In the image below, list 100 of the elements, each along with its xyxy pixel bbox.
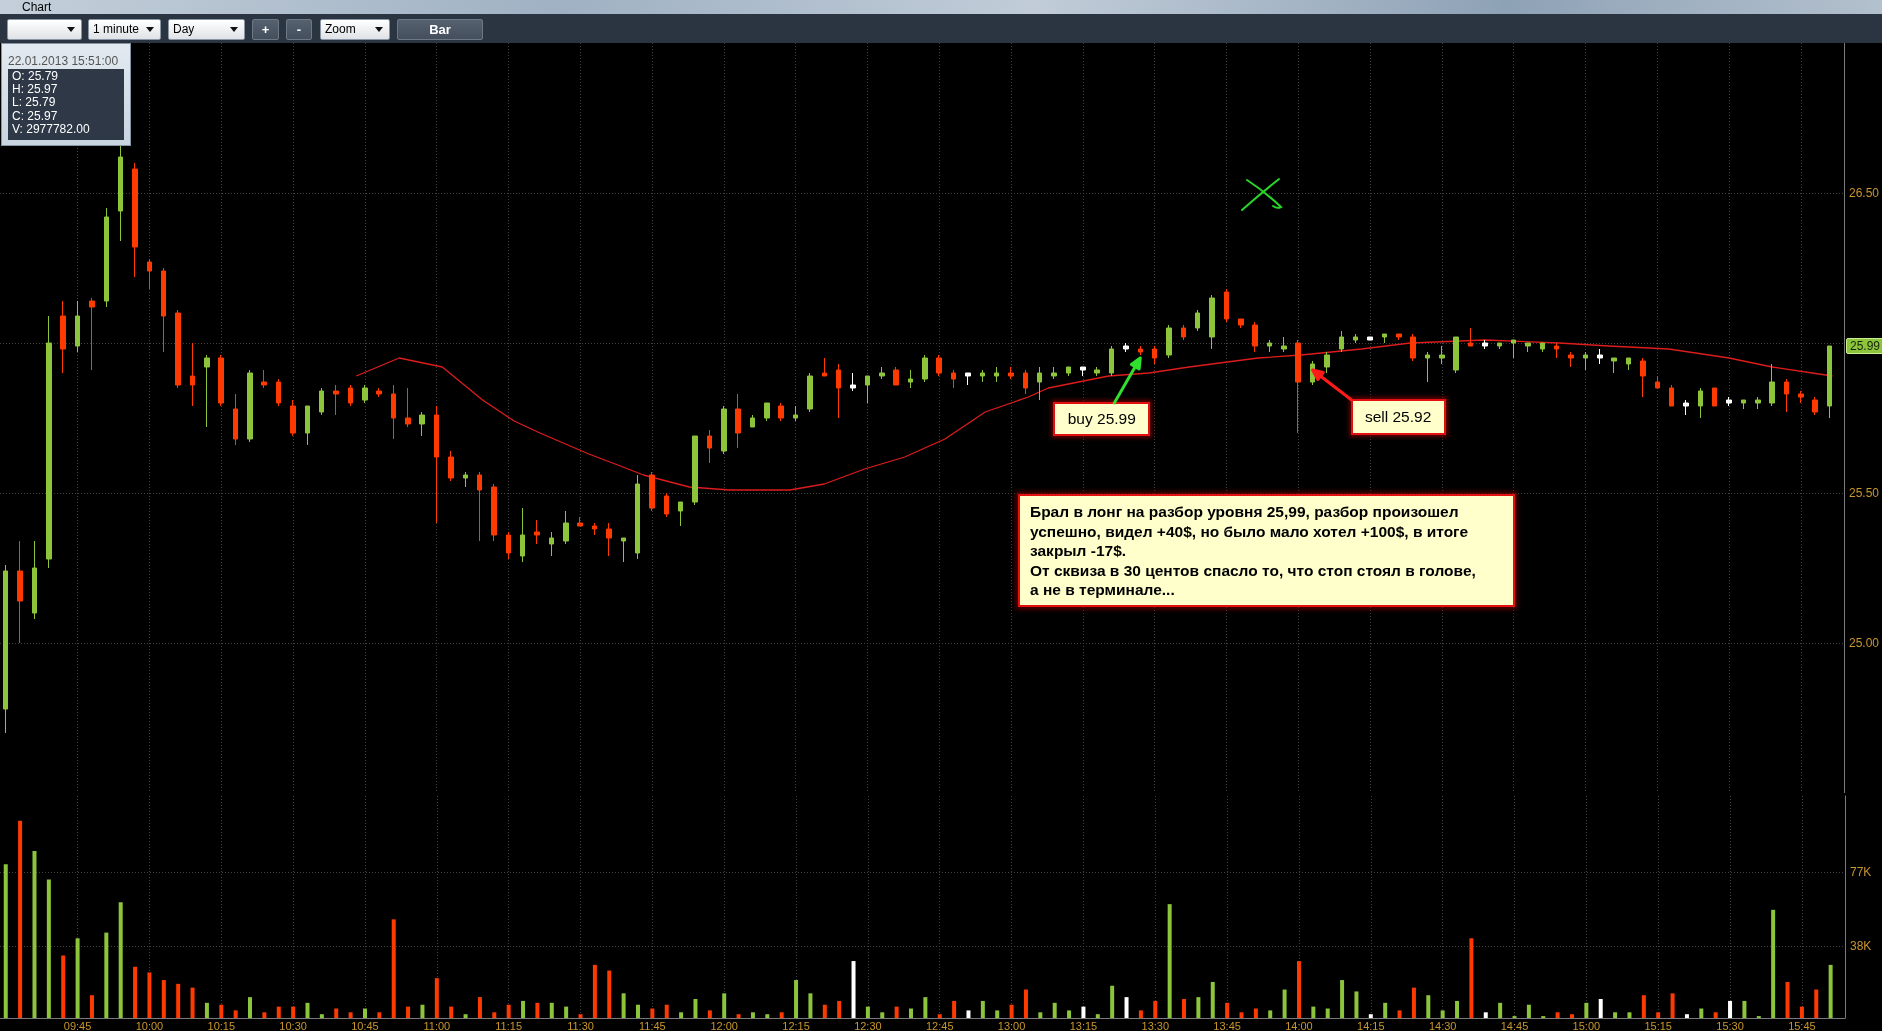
bar <box>621 993 626 1018</box>
candlestick <box>1252 321 1258 353</box>
bar <box>722 993 727 1018</box>
candlestick <box>1712 387 1717 407</box>
bar <box>765 1014 770 1018</box>
candlestick <box>362 384 368 404</box>
bar <box>161 980 166 1018</box>
candlestick <box>118 144 123 242</box>
x-tick-label: 15:15 <box>1644 1019 1672 1031</box>
x-tick-label: 10:45 <box>351 1019 379 1031</box>
candlestick <box>1138 345 1143 356</box>
bar <box>219 1004 224 1018</box>
bar <box>1153 1000 1158 1018</box>
candlestick <box>1755 396 1761 410</box>
bar <box>46 879 51 1018</box>
bar <box>1225 1002 1230 1018</box>
bar <box>89 995 94 1018</box>
button: + <box>252 19 279 40</box>
annotation: Брал в лонг на разбор уровня 25,99, разбор произошел успешно, видел +40$, но было мало хотел +100$, в итоге закрыл -17$. От сквиза в 30 центов спасло то, что стоп стоял в голове, а не в терминале... <box>1030 502 1477 600</box>
candlestick <box>1195 309 1200 332</box>
candlestick <box>1568 351 1574 368</box>
bar <box>233 1010 238 1018</box>
candlestick <box>477 471 482 542</box>
candlestick <box>1741 399 1746 410</box>
bar <box>1368 1014 1373 1018</box>
bar <box>865 1006 870 1018</box>
bar <box>1124 997 1129 1018</box>
bar <box>1713 1012 1718 1018</box>
candlestick <box>1669 384 1674 407</box>
x-tick-label: 14:15 <box>1357 1019 1385 1031</box>
candlestick <box>1554 342 1559 359</box>
bar <box>1340 980 1345 1018</box>
annotation: O: 25.79 <box>12 69 60 84</box>
bar <box>18 820 23 1018</box>
candlestick <box>1238 318 1244 329</box>
bar <box>1138 1010 1143 1018</box>
candlestick <box>1295 339 1301 434</box>
candlestick <box>17 540 23 644</box>
y-tick-label: 77K <box>1850 864 1872 879</box>
bar <box>923 997 928 1018</box>
bar <box>1296 961 1301 1018</box>
bar <box>1311 1006 1316 1018</box>
x-tick-label: 13:00 <box>997 1019 1026 1031</box>
candlestick <box>850 372 856 392</box>
bar <box>1110 985 1115 1018</box>
candlestick <box>778 402 784 422</box>
bar <box>305 1002 310 1018</box>
annotation: H: 25.97 <box>12 82 59 97</box>
bar <box>61 955 66 1018</box>
bar <box>1641 995 1646 1018</box>
x-tick-label: 12:30 <box>854 1019 882 1031</box>
x-tick-label: 15:00 <box>1572 1019 1601 1031</box>
candlestick <box>1267 339 1272 353</box>
candlestick <box>434 405 439 524</box>
candlestick <box>922 354 928 383</box>
annotation: V: 2977782.00 <box>12 121 91 137</box>
bar <box>1167 904 1172 1018</box>
candlestick <box>965 372 971 386</box>
bar <box>248 997 253 1018</box>
candlestick <box>261 369 267 389</box>
bar <box>1569 1014 1574 1018</box>
annotation: 25.99 <box>1846 338 1882 354</box>
candlestick <box>1583 351 1588 371</box>
dropdown: 1 minute <box>88 19 161 40</box>
bar <box>1354 991 1359 1018</box>
candlestick <box>290 399 296 437</box>
x-tick-label: 14:00 <box>1285 1019 1313 1031</box>
candlestick <box>635 474 640 560</box>
candlestick <box>592 522 597 536</box>
candlestick <box>936 354 942 377</box>
bar <box>1613 1012 1618 1018</box>
candlestick <box>319 387 324 416</box>
candlestick <box>1497 342 1502 350</box>
candlestick <box>1425 351 1430 383</box>
bar <box>1038 1012 1043 1018</box>
bar <box>1799 1006 1804 1018</box>
candlestick <box>1784 378 1789 413</box>
candlestick <box>994 366 999 383</box>
bar <box>937 1014 942 1018</box>
bar <box>635 1004 640 1018</box>
bar <box>1383 1002 1388 1018</box>
line-series <box>355 339 1834 491</box>
x-tick-label: 12:15 <box>782 1019 810 1031</box>
bar <box>894 1006 899 1018</box>
candlestick <box>204 354 210 428</box>
candlestick <box>1611 357 1617 374</box>
bar <box>1742 1000 1747 1018</box>
x-tick-label: 10:30 <box>279 1019 307 1031</box>
bar <box>1656 1012 1661 1018</box>
bar <box>1081 1006 1086 1018</box>
y-tick-label: 38K <box>1850 938 1872 953</box>
candlestick <box>951 369 956 389</box>
candlestick <box>1511 339 1516 359</box>
candlestick <box>807 372 813 413</box>
bar <box>391 919 396 1018</box>
candlestick <box>1051 366 1057 380</box>
candlestick <box>678 501 683 527</box>
bar <box>1210 981 1215 1018</box>
bar <box>1728 1000 1733 1018</box>
text: Chart <box>22 0 52 14</box>
